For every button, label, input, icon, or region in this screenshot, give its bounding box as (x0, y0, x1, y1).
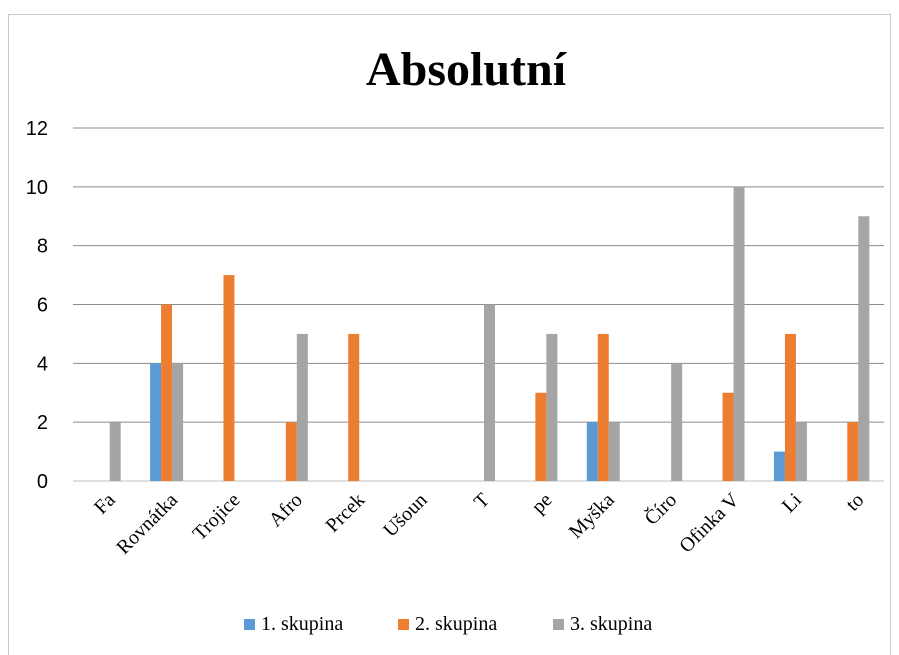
x-tick-label: Trojice (189, 489, 245, 545)
y-tick-label: 10 (26, 177, 48, 199)
x-tick-label: Li (778, 489, 806, 517)
x-tick-label: Ofinka V (675, 489, 744, 558)
bar (608, 422, 620, 481)
y-tick-label: 4 (37, 353, 48, 375)
bar (535, 392, 547, 481)
bar (784, 333, 796, 481)
x-tick-label: to (842, 489, 869, 516)
legend-swatch (398, 619, 409, 630)
x-tick-label: Afro (265, 489, 307, 531)
bar (671, 363, 683, 481)
y-tick-label: 6 (37, 295, 48, 317)
legend-swatch (553, 619, 564, 630)
x-tick-label: Fa (90, 489, 120, 519)
x-tick-label: Ušoun (379, 489, 431, 541)
y-tick-label: 8 (37, 236, 48, 258)
bar (172, 363, 184, 481)
bar (348, 333, 360, 481)
legend-label: 3. skupina (570, 613, 652, 635)
bar (847, 422, 859, 481)
x-tick-label: pe (528, 489, 557, 518)
bar (285, 422, 297, 481)
x-tick-label: T (470, 489, 494, 513)
x-tick-label: Číro (639, 488, 681, 530)
legend-label: 1. skupina (261, 613, 343, 635)
bar (150, 363, 162, 481)
grid-lines (73, 127, 884, 482)
x-tick-label: Myška (565, 489, 619, 543)
bars (109, 186, 870, 482)
legend-label: 2. skupina (415, 613, 497, 635)
bar (586, 422, 598, 481)
bar (597, 333, 609, 481)
bar (223, 275, 235, 481)
bar (296, 333, 308, 481)
y-tick-label: 12 (26, 118, 48, 140)
y-axis-ticks: 0 2 4 6 8 10 12 (26, 118, 48, 493)
bar (546, 333, 558, 481)
chart-frame (8, 14, 891, 655)
chart-title: Absolutní (366, 43, 567, 96)
bar (109, 422, 121, 481)
legend: 1. skupina 2. skupina 3. skupina (244, 613, 652, 635)
bar (858, 216, 870, 481)
bar (795, 422, 807, 481)
bar (484, 304, 495, 481)
legend-swatch (244, 619, 255, 630)
bar (161, 304, 173, 481)
bar (773, 451, 785, 481)
x-tick-label: Rovnátka (112, 489, 182, 559)
bar (722, 392, 734, 481)
y-tick-label: 2 (37, 412, 48, 434)
y-tick-label: 0 (37, 471, 48, 493)
bar (733, 186, 745, 482)
x-tick-label: Prcek (322, 489, 370, 537)
